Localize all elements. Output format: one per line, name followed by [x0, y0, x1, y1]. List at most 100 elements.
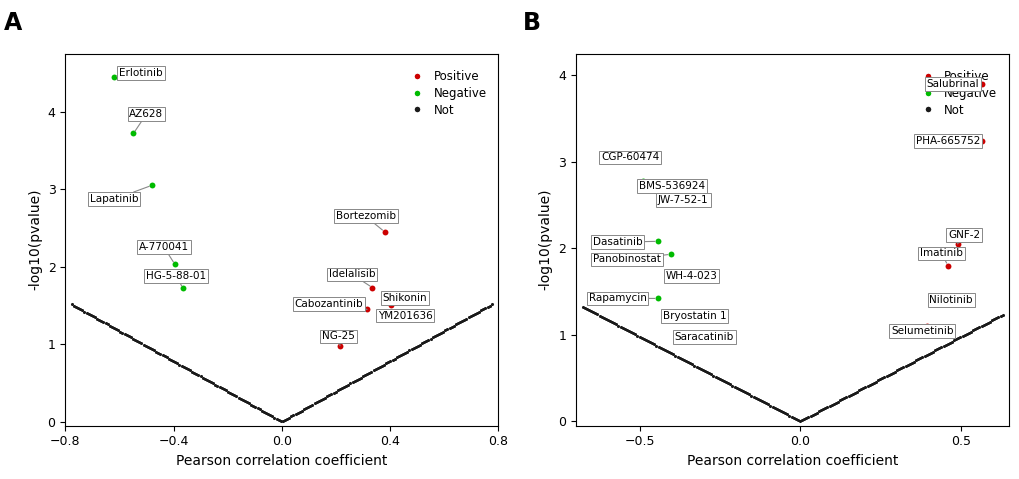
Point: [623, 329, 639, 336]
Point: [909, 355, 925, 363]
Point: [800, 413, 816, 421]
Point: [889, 366, 905, 374]
Point: [68, 303, 85, 311]
Point: [126, 336, 143, 343]
Point: [899, 361, 915, 369]
Point: [631, 333, 647, 341]
Point: [260, 410, 276, 418]
Point: [471, 308, 487, 315]
Point: [390, 353, 407, 360]
Point: [287, 410, 304, 418]
Point: [226, 391, 243, 399]
Text: Dasatinib: Dasatinib: [592, 237, 654, 247]
Point: [412, 341, 428, 348]
Point: [179, 365, 196, 373]
Point: [751, 396, 767, 404]
Point: [363, 368, 379, 376]
Point: [87, 314, 103, 321]
Point: [660, 348, 677, 356]
Point: [765, 404, 782, 411]
Point: [719, 379, 736, 387]
Point: [104, 323, 120, 331]
Point: [915, 352, 931, 360]
Point: [302, 402, 318, 410]
Point: [871, 376, 888, 383]
Point: [91, 316, 107, 324]
Point: [669, 312, 686, 319]
Point: [460, 314, 476, 321]
Point: [723, 382, 740, 389]
Point: [972, 137, 988, 145]
Point: [591, 312, 607, 319]
Point: [574, 303, 590, 310]
Point: [696, 367, 712, 375]
Point: [378, 360, 394, 367]
Point: [700, 369, 716, 377]
Point: [89, 315, 105, 322]
Point: [72, 305, 89, 313]
Point: [319, 393, 335, 400]
Text: PHA-665752: PHA-665752: [915, 136, 979, 146]
Point: [960, 329, 976, 337]
Text: B: B: [523, 11, 541, 35]
Point: [652, 344, 668, 352]
Point: [163, 356, 179, 364]
Point: [106, 324, 122, 332]
Point: [120, 332, 137, 340]
Point: [673, 355, 689, 363]
Point: [945, 337, 961, 344]
Text: Cabozantinib: Cabozantinib: [294, 299, 367, 309]
Point: [917, 351, 933, 359]
Point: [323, 390, 339, 398]
Point: [605, 319, 622, 327]
Point: [895, 363, 911, 371]
Point: [938, 298, 955, 306]
Point: [981, 318, 998, 325]
Point: [293, 407, 310, 414]
Point: [467, 310, 483, 318]
Point: [582, 308, 598, 315]
Point: [680, 358, 696, 366]
Point: [609, 322, 626, 330]
Point: [875, 373, 892, 381]
Point: [420, 336, 436, 343]
Text: CGP-60474: CGP-60474: [600, 152, 659, 162]
Point: [445, 322, 462, 330]
Text: Nilotinib: Nilotinib: [928, 295, 972, 305]
Point: [166, 261, 182, 268]
Text: Saracatinib: Saracatinib: [674, 332, 733, 342]
Point: [595, 314, 611, 322]
Legend: Positive, Negative, Not: Positive, Negative, Not: [911, 67, 1000, 120]
Point: [867, 377, 883, 385]
Point: [203, 378, 219, 386]
Text: Erlotinib: Erlotinib: [116, 68, 163, 78]
Point: [321, 391, 337, 399]
Point: [728, 384, 744, 392]
Point: [950, 334, 966, 342]
Point: [934, 342, 951, 350]
Point: [694, 366, 710, 374]
Point: [125, 129, 142, 137]
Point: [836, 394, 852, 402]
Point: [289, 409, 306, 417]
Point: [108, 325, 124, 333]
Point: [169, 360, 185, 367]
Point: [388, 354, 405, 361]
Point: [296, 406, 312, 413]
Point: [676, 356, 692, 364]
Point: [648, 342, 664, 349]
Point: [757, 399, 773, 407]
Point: [148, 348, 164, 355]
Point: [274, 417, 290, 425]
Point: [268, 415, 284, 422]
Point: [607, 320, 624, 328]
Point: [443, 323, 460, 331]
Point: [110, 327, 126, 334]
Point: [369, 364, 385, 372]
Point: [629, 332, 645, 340]
Point: [222, 389, 238, 397]
Point: [947, 335, 963, 343]
Point: [739, 389, 755, 397]
Point: [439, 325, 455, 333]
Point: [926, 347, 943, 354]
